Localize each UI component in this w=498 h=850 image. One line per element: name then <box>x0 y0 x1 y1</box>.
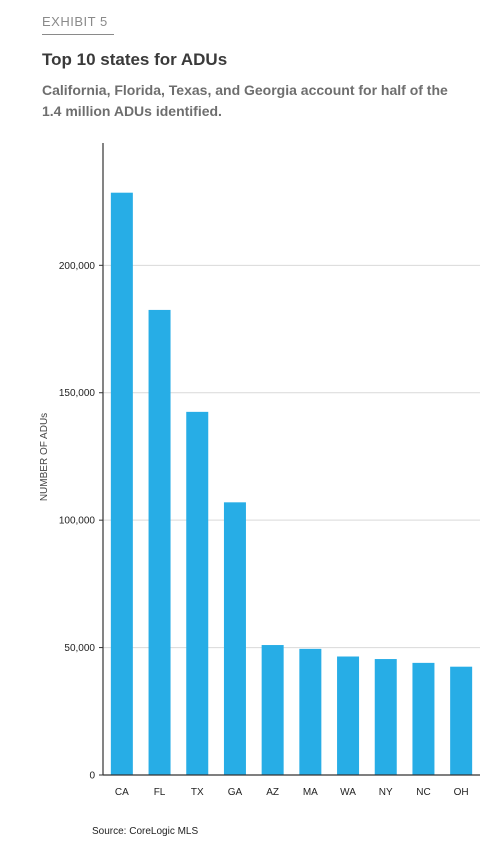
y-tick-label: 0 <box>89 771 95 782</box>
x-tick-label: OH <box>454 787 469 798</box>
bars <box>110 192 473 775</box>
bar-tx <box>186 411 209 775</box>
x-tick-label: AZ <box>266 787 279 798</box>
x-tick-label: NC <box>416 787 430 798</box>
x-tick-label: FL <box>154 787 166 798</box>
y-axis-title: NUMBER OF ADUs <box>39 413 50 501</box>
y-tick-label: 150,000 <box>59 388 96 399</box>
x-tick-label: GA <box>228 787 243 798</box>
x-tick-label: NY <box>379 787 393 798</box>
exhibit-underline <box>42 34 114 35</box>
bar-ca <box>110 192 133 775</box>
exhibit-label: EXHIBIT 5 <box>42 14 108 29</box>
axes <box>99 143 480 776</box>
x-tick-label: TX <box>191 787 204 798</box>
bar-nc <box>412 662 435 775</box>
y-tick-label: 50,000 <box>64 643 95 654</box>
x-tick-label: WA <box>340 787 356 798</box>
bar-fl <box>148 309 171 775</box>
x-tick-label: MA <box>303 787 318 798</box>
bar-ga <box>223 502 246 775</box>
x-tick-label: CA <box>115 787 129 798</box>
chart-title: Top 10 states for ADUs <box>42 50 228 69</box>
source-note: Source: CoreLogic MLS <box>92 826 199 837</box>
y-tick-label: 100,000 <box>59 516 96 527</box>
tick-labels: 0 50,000 100,000 150,000 200,000 CA FL TX GA AZ MA… <box>59 261 469 798</box>
bar-az <box>261 645 284 775</box>
chart-subtitle: California, Florida, Texas, and Georgia … <box>42 82 448 119</box>
bar-oh <box>450 666 473 775</box>
bar-ma <box>299 648 322 775</box>
bar-ny <box>374 659 397 775</box>
y-tick-label: 200,000 <box>59 261 96 272</box>
bar-wa <box>337 656 360 775</box>
